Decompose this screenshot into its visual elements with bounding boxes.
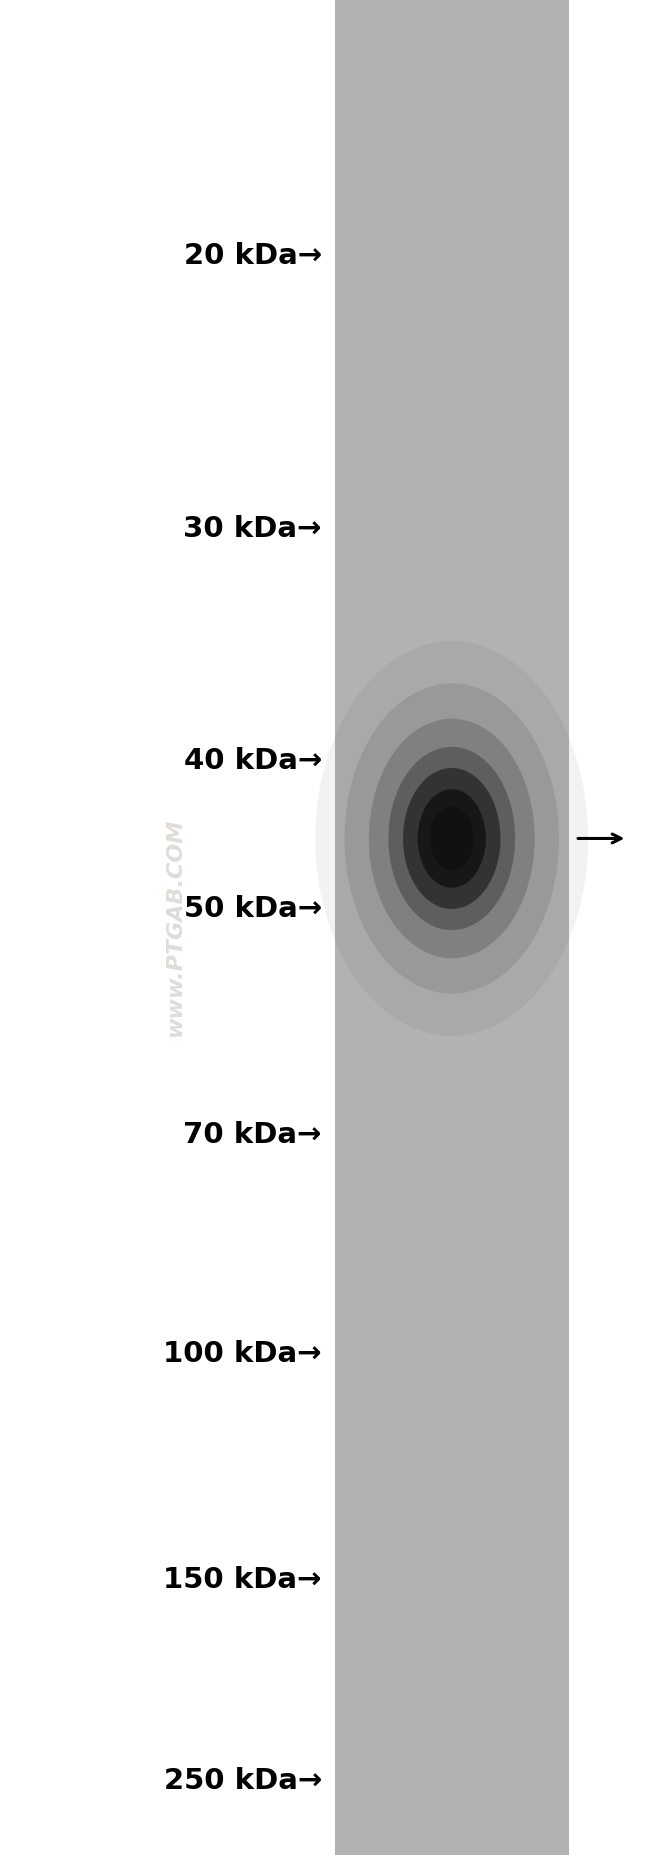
Text: 100 kDa→: 100 kDa→ [163, 1339, 322, 1369]
Ellipse shape [403, 768, 500, 909]
Bar [335, 0, 569, 1855]
Text: www.PTGAB.COM: www.PTGAB.COM [166, 818, 185, 1037]
Text: 40 kDa→: 40 kDa→ [183, 746, 322, 775]
Ellipse shape [388, 748, 515, 929]
Text: 20 kDa→: 20 kDa→ [183, 241, 322, 271]
Ellipse shape [430, 807, 474, 870]
Ellipse shape [315, 642, 588, 1035]
Text: 150 kDa→: 150 kDa→ [163, 1566, 322, 1595]
Ellipse shape [417, 788, 486, 889]
Text: 50 kDa→: 50 kDa→ [183, 894, 322, 924]
Text: 30 kDa→: 30 kDa→ [183, 514, 322, 544]
Ellipse shape [369, 718, 534, 959]
Ellipse shape [344, 683, 559, 994]
Text: 250 kDa→: 250 kDa→ [164, 1766, 322, 1796]
Text: 70 kDa→: 70 kDa→ [183, 1120, 322, 1150]
